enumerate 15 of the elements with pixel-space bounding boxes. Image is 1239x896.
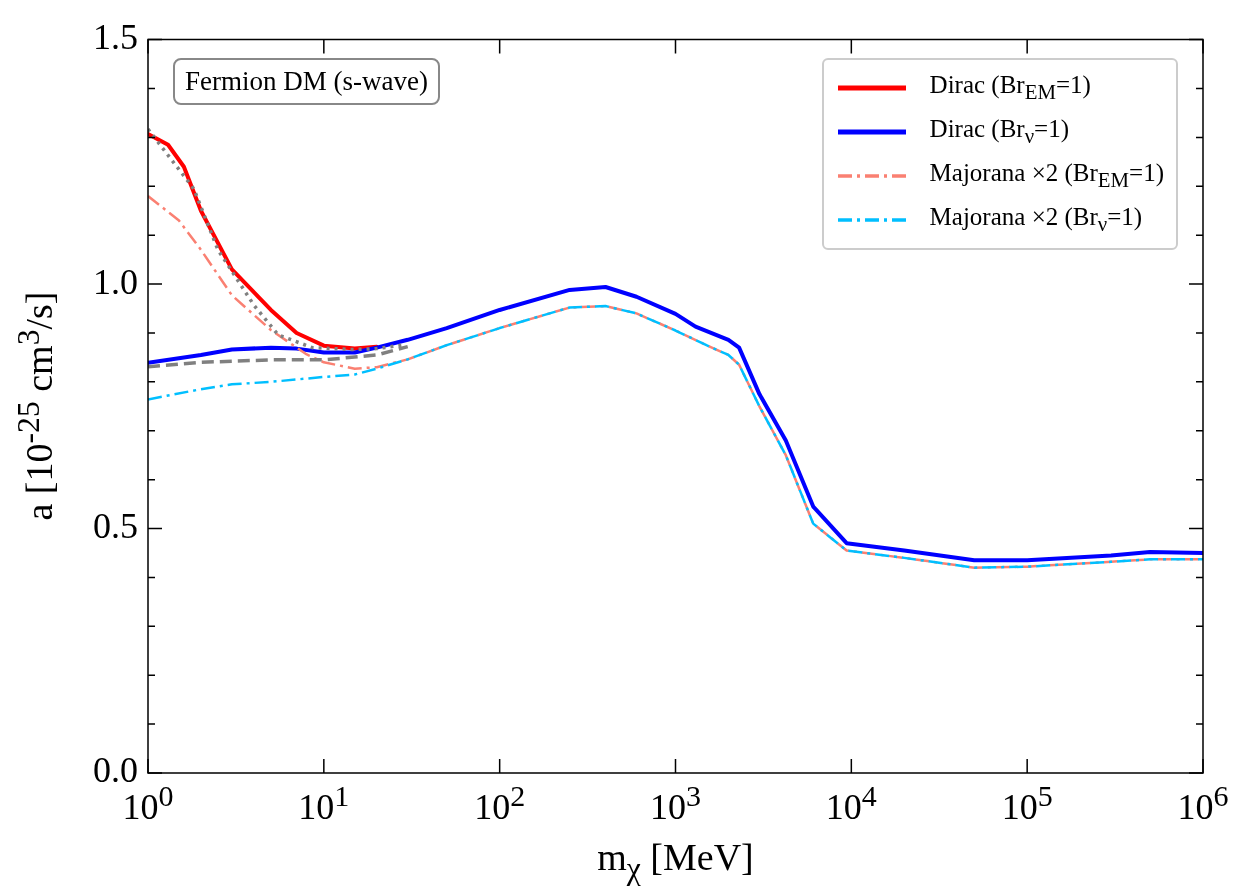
legend-label: Majorana ×2 (Br$_{EM}$=1) xyxy=(929,158,1164,193)
x-axis-title: m$_{χ}$ [MeV] xyxy=(597,835,754,887)
x-tick-label: 10$^{3}$ xyxy=(650,779,701,828)
legend-label: Dirac (Br$_{ν}$=1) xyxy=(929,114,1070,149)
annotation: Fermion DM (s-wave) xyxy=(173,57,440,105)
y-tick-label: 1.5 xyxy=(93,17,138,58)
y-tick-label: 1.0 xyxy=(93,261,138,302)
x-tick-label: 10$^{5}$ xyxy=(1001,779,1053,828)
legend-label: Majorana ×2 (Br$_{ν}$=1) xyxy=(929,202,1143,237)
x-tick-label: 10$^{1}$ xyxy=(298,779,350,828)
x-tick-label: 10$^{4}$ xyxy=(825,779,877,828)
x-tick-label: 10$^{6}$ xyxy=(1177,779,1229,828)
x-tick-label: 10$^{2}$ xyxy=(474,779,526,828)
legend-label: Dirac (Br$_{EM}$=1) xyxy=(929,70,1091,105)
y-tick-label: 0.5 xyxy=(93,505,138,546)
